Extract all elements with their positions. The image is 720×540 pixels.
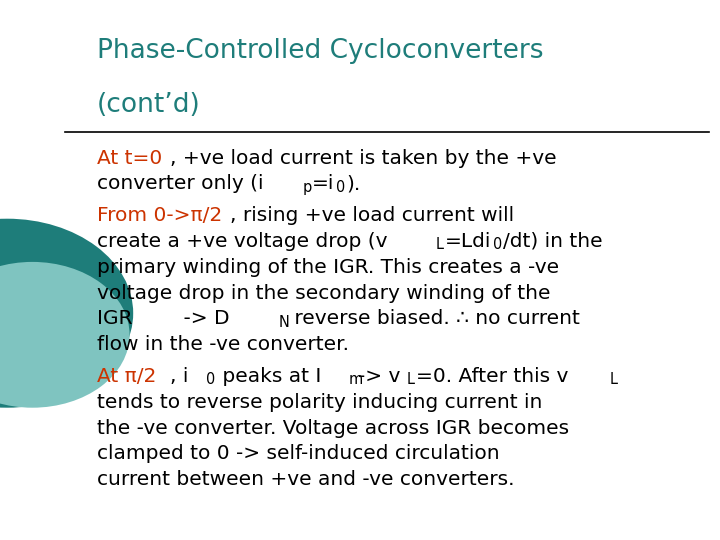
Text: 0: 0 [493,237,503,252]
Circle shape [0,262,130,408]
Text: L: L [406,372,414,387]
Text: clamped to 0 -> self-induced circulation: clamped to 0 -> self-induced circulation [97,444,500,463]
Circle shape [0,219,133,408]
Text: /dt) in the: /dt) in the [503,232,603,251]
Text: peaks at I: peaks at I [215,367,321,386]
Text: current between +ve and -ve converters.: current between +ve and -ve converters. [97,470,515,489]
Text: (cont’d): (cont’d) [97,92,201,118]
Text: tends to reverse polarity inducing current in: tends to reverse polarity inducing curre… [97,393,543,411]
Text: , +ve load current is taken by the +ve: , +ve load current is taken by the +ve [170,148,557,167]
Text: From 0->π/2: From 0->π/2 [97,206,222,225]
Text: IGR        -> D: IGR -> D [97,309,230,328]
Text: p: p [302,180,312,195]
Text: N: N [279,315,289,330]
Text: At t=0: At t=0 [97,148,163,167]
Text: voltage drop in the secondary winding of the: voltage drop in the secondary winding of… [97,284,551,302]
Text: ).: ). [346,174,360,193]
Text: =Ldi: =Ldi [445,232,492,251]
Text: At π/2: At π/2 [97,367,156,386]
Text: -> v: -> v [358,367,400,386]
Text: reverse biased. ∴ no current: reverse biased. ∴ no current [288,309,580,328]
Text: the -ve converter. Voltage across IGR becomes: the -ve converter. Voltage across IGR be… [97,418,570,437]
Text: L: L [609,372,617,387]
Text: m: m [348,372,363,387]
Text: =i: =i [312,174,335,193]
Text: flow in the -ve converter.: flow in the -ve converter. [97,335,349,354]
Text: create a +ve voltage drop (v: create a +ve voltage drop (v [97,232,387,251]
Text: =0. After this v: =0. After this v [416,367,568,386]
Text: L: L [436,237,444,252]
Text: primary winding of the IGR. This creates a -ve: primary winding of the IGR. This creates… [97,258,559,276]
Text: Phase-Controlled Cycloconverters: Phase-Controlled Cycloconverters [97,38,544,64]
Text: converter only (i: converter only (i [97,174,264,193]
Text: 0: 0 [206,372,215,387]
Text: , rising +ve load current will: , rising +ve load current will [230,206,514,225]
Text: , i: , i [170,367,188,386]
Text: 0: 0 [336,180,346,195]
